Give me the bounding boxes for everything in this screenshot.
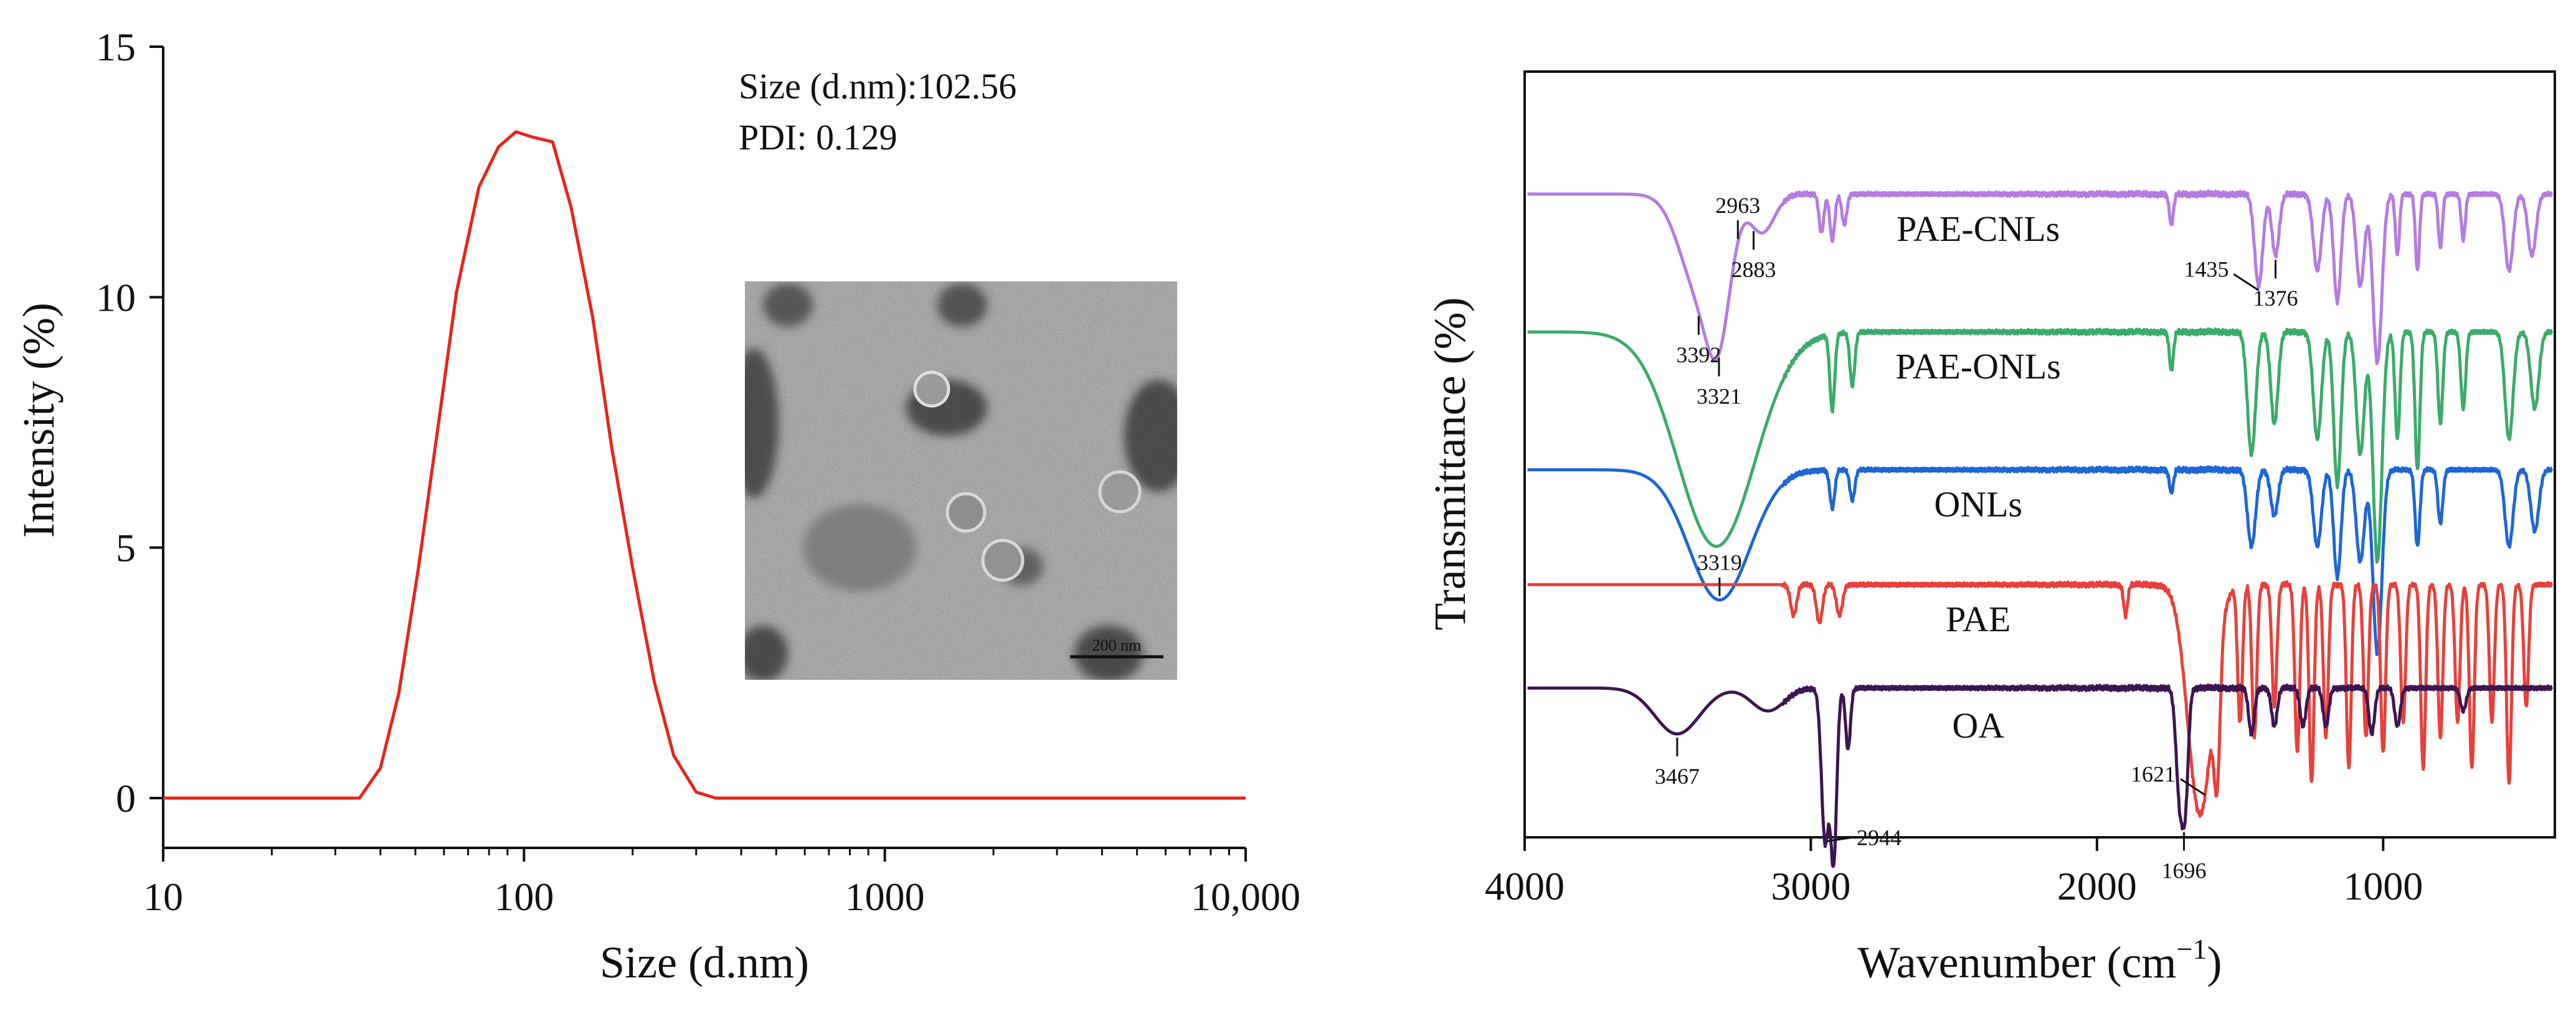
ftir-peak-label-3321: 3321 (1697, 384, 1741, 409)
dls-pdi-annotation: PDI: 0.129 (739, 117, 897, 158)
dls-series (163, 130, 1246, 800)
ftir-peak-label-3319: 3319 (1697, 550, 1742, 575)
dls-x-tick-label: 10,000 (1191, 875, 1300, 919)
ftir-peak-markers: 3392 3321 2963 2883 1435 1376 3319 1621 3467 2944… (1655, 193, 2298, 883)
dls-x-tick-label: 1000 (845, 875, 925, 919)
dls-size-annotation: Size (d.nm):102.56 (739, 66, 1016, 106)
dls-y-axis-label: Intensity (%) (14, 303, 64, 538)
dls-ticks: 0 5 10 15 10 100 1000 10,000 (96, 25, 1300, 919)
ftir-line-pae (1527, 580, 2553, 818)
ftir-x-tick-label: 3000 (1771, 864, 1850, 908)
ftir-peak-label-3467: 3467 (1655, 764, 1700, 789)
ftir-peak-label-2883: 2883 (1731, 257, 1776, 282)
ftir-peak-label-2963: 2963 (1715, 193, 1760, 218)
ftir-y-axis-label: Transmittance (%) (1425, 297, 1475, 630)
ftir-line-pae-onls (1527, 327, 2553, 564)
ftir-peak-label-3392: 3392 (1676, 342, 1721, 367)
ftir-line-pae-cnls (1527, 189, 2553, 365)
ftir-x-tick-label: 2000 (2057, 864, 2137, 908)
dls-y-tick-label: 15 (96, 25, 136, 69)
tem-inset-image (745, 281, 1177, 680)
ftir-series: PAE-CNLs PAE-ONLs ONLs PAE OA (1527, 189, 2553, 868)
ftir-series-label-pae-onls: PAE-ONLs (1896, 346, 2061, 387)
dls-y-tick-label: 5 (116, 526, 136, 570)
ftir-peak-label-1696: 1696 (2162, 858, 2207, 883)
dls-y-tick-label: 0 (116, 776, 136, 821)
ftir-plot-frame (1523, 70, 2556, 839)
tem-scale-bar-label: 200 nm (1092, 636, 1142, 654)
dls-x-tick-label: 100 (494, 875, 554, 919)
ftir-peak-label-1621: 1621 (2131, 761, 2176, 786)
ftir-x-tick-label: 4000 (1485, 864, 1565, 908)
ftir-peak-tick (2233, 273, 2260, 291)
ftir-peak-tick (2180, 778, 2206, 796)
ftir-x-tick-label: 1000 (2343, 864, 2423, 908)
ftir-series-label-pae-cnls: PAE-CNLs (1896, 209, 2060, 249)
dls-x-tick-label: 10 (143, 875, 183, 919)
ftir-series-label-onls: ONLs (1934, 484, 2022, 525)
ftir-line-oa (1527, 683, 2553, 868)
ftir-series-label-pae: PAE (1946, 599, 2010, 639)
ftir-peak-label-1376: 1376 (2253, 286, 2298, 311)
ftir-peak-label-2944: 2944 (1857, 825, 1901, 850)
ftir-x-axis-label: Wavenumber (cm−1) (1858, 933, 2222, 987)
ftir-chart: 4000 3000 2000 1000 PAE-CNLsPAE-ONLsONLsPAE… (1425, 70, 2556, 987)
dls-intensity-line (163, 130, 1246, 800)
dls-chart: 0 5 10 15 10 100 1000 10,000 Size (d.nm) Intens… (14, 25, 1300, 987)
ftir-line-onls (1527, 465, 2553, 656)
ftir-ticks: 4000 3000 2000 1000 (1485, 837, 2423, 908)
ftir-series-label-oa: OA (1952, 705, 2004, 746)
dls-x-axis-label: Size (d.nm) (600, 938, 809, 987)
ftir-peak-label-1435: 1435 (2184, 256, 2228, 281)
dls-axes (162, 47, 1246, 849)
ftir-peak-tick (1826, 836, 1852, 842)
dls-y-tick-label: 10 (96, 275, 136, 319)
